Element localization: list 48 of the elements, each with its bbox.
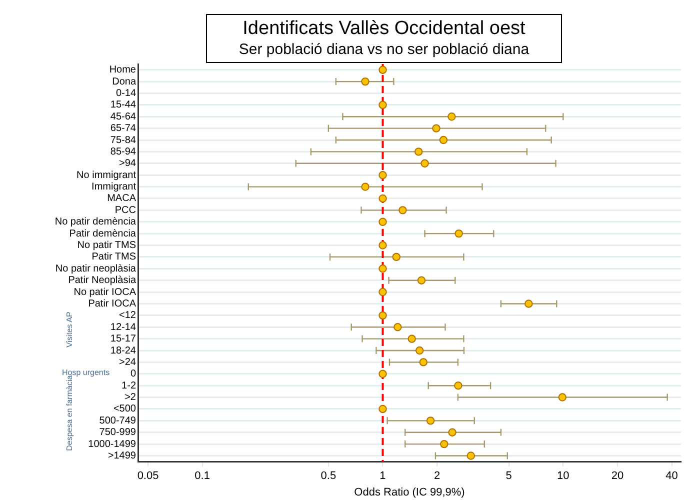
y-tick-label: 12-14 (110, 322, 136, 333)
x-tick-label: 0.1 (194, 470, 210, 482)
chart-title: Identificats Vallès Occidental oest (242, 18, 526, 40)
y-tick-label: 1000-1499 (88, 438, 136, 450)
y-tick-label: 85-94 (110, 146, 136, 158)
y-tick-label: MACA (107, 193, 136, 204)
x-tick-label: 40 (666, 470, 678, 482)
text: Hosp urgents (62, 368, 110, 378)
y-tick-label: 18-24 (110, 345, 136, 356)
x-tick-label: 1 (380, 470, 386, 482)
y-tick-label: 0-14 (116, 88, 136, 99)
x-tick-label: 5 (506, 470, 512, 482)
y-tick-label: Patir Neoplàsia (68, 275, 136, 286)
x-tick-label: 20 (611, 470, 624, 482)
x-tick-label: 10 (557, 470, 570, 482)
chart-subtitle: Ser població diana vs no ser població diana (238, 40, 530, 59)
y-tick-label: <500 (113, 404, 136, 415)
y-tick-label: >24 (119, 356, 136, 368)
y-tick-label: 15-17 (110, 334, 136, 345)
y-tick-label: >2 (124, 392, 136, 404)
y-tick-label: <12 (119, 310, 136, 322)
y-tick-label: No patir demència (54, 216, 136, 228)
y-tick-label: 15-44 (110, 100, 136, 111)
y-tick-label: Immigrant (92, 182, 136, 193)
y-tick-label: No patir neoplàsia (55, 263, 136, 274)
y-tick-label: 45-64 (110, 111, 136, 122)
y-tick-label: No immigrant (76, 170, 136, 181)
y-tick-label: Patir demència (69, 228, 136, 240)
y-tick-label: Patir TMS (92, 252, 136, 263)
x-tick-label: 2 (434, 470, 440, 482)
x-tick-label: 0.05 (137, 470, 159, 482)
x-axis-title: Odds Ratio (IC 99,9%) (354, 486, 465, 498)
text: Visites AP (65, 312, 74, 348)
y-tick-label: Patir IOCA (88, 298, 136, 310)
y-tick-label: No patir IOCA (74, 286, 136, 298)
y-tick-label: >94 (119, 158, 136, 170)
y-tick-label: 1-2 (122, 380, 136, 392)
y-tick-label: >1499 (108, 450, 136, 462)
y-tick-label: 75-84 (110, 134, 136, 146)
y-tick-label: 0 (130, 368, 136, 380)
y-tick-label: Dona (112, 76, 136, 88)
x-tick-label: 0.5 (320, 470, 336, 482)
y-tick-label: 65-74 (110, 123, 136, 134)
y-tick-label: No patir TMS (77, 240, 136, 252)
y-tick-label: 750-999 (99, 427, 136, 438)
y-tick-label: 500-749 (99, 415, 136, 426)
y-tick-label: Home (109, 64, 136, 76)
y-tick-label: PCC (114, 204, 136, 216)
